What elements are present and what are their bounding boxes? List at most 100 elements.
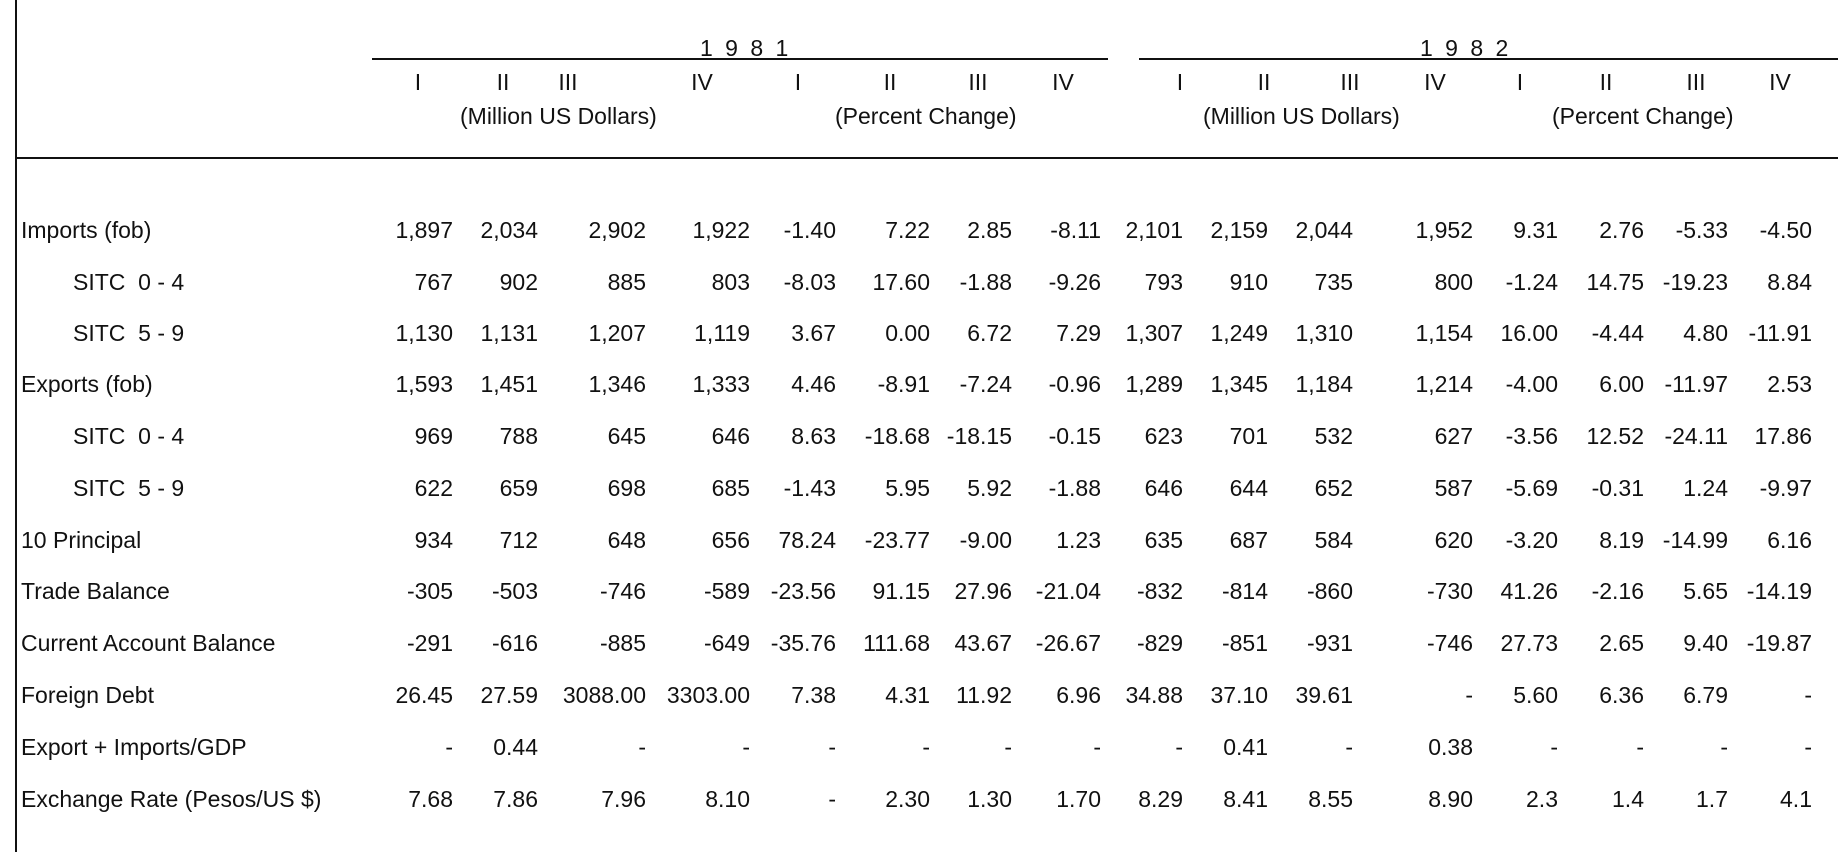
table-cell: -3.56 (1505, 423, 1558, 449)
quarter-header: II (496, 69, 510, 95)
year-1981-rule (372, 58, 1108, 60)
table-cell: - (445, 734, 453, 760)
table-cell: 7.86 (493, 786, 538, 812)
table-cell: -832 (1136, 578, 1183, 604)
table-cell: 3088.00 (562, 682, 646, 708)
table-cell: - (1093, 734, 1101, 760)
table-cell: -14.19 (1746, 578, 1812, 604)
table-cell: 712 (499, 527, 538, 553)
table-cell: 1.30 (967, 786, 1012, 812)
table-cell: 659 (499, 475, 538, 501)
table-cell: -8.11 (1050, 217, 1101, 243)
table-cell: 910 (1229, 269, 1268, 295)
table-cell: 803 (711, 269, 750, 295)
table-cell: 7.96 (601, 786, 646, 812)
table-cell: 687 (1229, 527, 1268, 553)
table-cell: 1,345 (1210, 371, 1268, 397)
table-cell: 652 (1314, 475, 1353, 501)
table-cell: 2,044 (1295, 217, 1353, 243)
table-cell: 17.86 (1754, 423, 1812, 449)
table-cell: 4.46 (791, 371, 836, 397)
header-bottom-rule (15, 157, 1838, 159)
table-cell: 2.30 (885, 786, 930, 812)
table-cell: 0.38 (1428, 734, 1473, 760)
table-cell: 5.60 (1513, 682, 1558, 708)
table-cell: 1,922 (692, 217, 750, 243)
table-cell: -503 (491, 578, 538, 604)
table-cell: 91.15 (872, 578, 930, 604)
table-cell: 685 (711, 475, 750, 501)
table-cell: 645 (607, 423, 646, 449)
table-cell: - (1004, 734, 1012, 760)
table-cell: - (742, 734, 750, 760)
table-cell: 6.00 (1599, 371, 1644, 397)
table-cell: 8.10 (705, 786, 750, 812)
quarter-header: III (1340, 69, 1360, 95)
table-cell: -7.24 (959, 371, 1012, 397)
table-cell: -860 (1306, 578, 1353, 604)
units-million-1981: (Million US Dollars) (460, 103, 657, 129)
table-cell: 1,184 (1295, 371, 1353, 397)
quarter-header: I (1516, 69, 1524, 95)
table-cell: 1,214 (1415, 371, 1473, 397)
quarter-header: IV (1769, 69, 1791, 95)
table-cell: - (1804, 734, 1812, 760)
table-cell: 1,897 (395, 217, 453, 243)
table-cell: -0.96 (1048, 371, 1101, 397)
table-cell: -14.99 (1662, 527, 1728, 553)
table-cell: 8.19 (1599, 527, 1644, 553)
table-cell: 969 (414, 423, 453, 449)
table-cell: -5.69 (1505, 475, 1558, 501)
table-cell: 0.44 (493, 734, 538, 760)
table-cell: - (1550, 734, 1558, 760)
table-cell: -1.24 (1505, 269, 1558, 295)
table-cell: -8.91 (877, 371, 930, 397)
table-cell: -4.00 (1505, 371, 1558, 397)
table-cell: 1,154 (1415, 320, 1473, 346)
table-cell: 34.88 (1125, 682, 1183, 708)
table-cell: - (922, 734, 930, 760)
table-cell: -291 (406, 630, 453, 656)
table-cell: 2,902 (588, 217, 646, 243)
table-cell: 0.00 (885, 320, 930, 346)
table-cell: -5.33 (1675, 217, 1728, 243)
table-cell: 4.1 (1780, 786, 1812, 812)
units-million-1982: (Million US Dollars) (1203, 103, 1400, 129)
table-cell: 698 (607, 475, 646, 501)
table-cell: -589 (703, 578, 750, 604)
table-cell: 6.96 (1056, 682, 1101, 708)
table-cell: 8.41 (1223, 786, 1268, 812)
table-cell: -885 (599, 630, 646, 656)
table-cell: 622 (414, 475, 453, 501)
table-cell: 3303.00 (666, 682, 750, 708)
quarter-header: III (968, 69, 988, 95)
row-label: Exports (fob) (21, 371, 153, 397)
year-1982-label: 1 9 8 2 (1420, 35, 1509, 61)
table-cell: 793 (1144, 269, 1183, 295)
table-cell: -11.91 (1748, 320, 1812, 346)
table-cell: 1.23 (1056, 527, 1101, 553)
table-cell: 2.53 (1767, 371, 1812, 397)
table-cell: -931 (1306, 630, 1353, 656)
table-cell: 646 (1144, 475, 1183, 501)
table-cell: 1,130 (395, 320, 453, 346)
table-cell: - (1345, 734, 1353, 760)
quarter-header: II (883, 69, 897, 95)
row-label: Exchange Rate (Pesos/US $) (21, 786, 322, 812)
table-cell: 8.63 (791, 423, 836, 449)
table-cell: 1,952 (1415, 217, 1473, 243)
table-cell: -814 (1221, 578, 1268, 604)
table-cell: -0.31 (1591, 475, 1644, 501)
table-cell: 646 (711, 423, 750, 449)
table-cell: 1,207 (588, 320, 646, 346)
table-cell: -18.68 (864, 423, 930, 449)
table-cell: 5.65 (1683, 578, 1728, 604)
table-cell: -730 (1426, 578, 1473, 604)
table-cell: 584 (1314, 527, 1353, 553)
row-label: SITC 5 - 9 (73, 320, 185, 346)
table-cell: 4.80 (1683, 320, 1728, 346)
row-label: Imports (fob) (21, 217, 152, 243)
quarter-header: II (1599, 69, 1613, 95)
table-cell: 2,034 (480, 217, 538, 243)
table-cell: 12.52 (1586, 423, 1644, 449)
